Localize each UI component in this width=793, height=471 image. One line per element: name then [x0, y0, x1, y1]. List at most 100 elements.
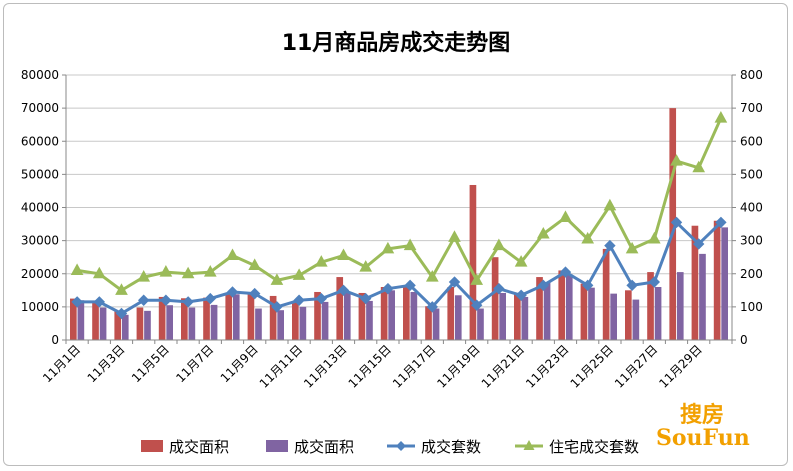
data-point [403, 238, 417, 251]
data-point [159, 265, 173, 277]
data-point [559, 266, 572, 278]
bar [343, 291, 351, 340]
bar [121, 314, 129, 340]
left-y-tick-label: 80000 [21, 68, 59, 82]
data-point [337, 284, 350, 297]
data-point [604, 239, 616, 252]
data-point [626, 279, 638, 292]
bar [410, 291, 418, 340]
data-point [160, 294, 172, 306]
soufun-watermark-logo: 搜房 SouFun [656, 402, 750, 451]
x-tick-label: 11月17日 [390, 342, 438, 390]
data-point [559, 210, 572, 222]
chart-lines [70, 111, 728, 320]
x-tick-label: 11月25日 [568, 342, 616, 390]
data-point [382, 282, 394, 295]
data-point [692, 238, 705, 250]
data-point [293, 294, 305, 306]
bar [521, 296, 529, 340]
data-point [470, 273, 484, 285]
x-tick-label: 11月1日 [40, 342, 83, 385]
bar [358, 292, 366, 340]
bar [247, 292, 255, 340]
right-y-axis: 0 100 200 300 400 500 600 700 800 [731, 68, 763, 347]
bar [232, 294, 240, 340]
chart-legend: 成交面积 成交面积 成交套数 住宅成交套数 [141, 438, 639, 456]
bar [277, 310, 284, 340]
x-tick-label: 11月21日 [479, 342, 527, 390]
bar [114, 310, 122, 340]
data-point [537, 279, 550, 292]
bar [432, 308, 440, 340]
left-y-axis: 0 10000 20000 30000 40000 50000 60000 70000 8000… [21, 68, 67, 347]
x-tick-label: 11月19日 [434, 342, 482, 390]
bar [136, 307, 144, 340]
data-point [271, 301, 283, 313]
bar [654, 287, 662, 340]
left-y-tick-label: 10000 [21, 300, 59, 314]
bar [558, 270, 566, 340]
data-point [292, 268, 306, 280]
data-point [692, 160, 706, 173]
chart-bars [70, 108, 728, 341]
data-point [536, 226, 550, 239]
bar [210, 304, 218, 340]
data-point [181, 266, 195, 279]
data-point [381, 241, 395, 254]
bar [632, 299, 640, 340]
right-y-tick-label: 300 [740, 234, 763, 248]
bar [166, 305, 173, 340]
right-y-tick-label: 400 [740, 201, 763, 215]
data-point [425, 270, 439, 282]
data-point [115, 307, 128, 320]
data-point [514, 255, 528, 267]
x-tick-label: 11月3日 [85, 342, 128, 385]
data-point [70, 263, 84, 275]
series-line [76, 117, 723, 292]
data-point [359, 260, 373, 272]
legend-label: 住宅成交套数 [549, 438, 639, 456]
data-point [647, 231, 661, 244]
bar [92, 302, 99, 340]
right-y-tick-label: 700 [740, 101, 763, 115]
data-point [670, 216, 683, 229]
bar [713, 220, 721, 340]
data-point [137, 270, 151, 282]
left-y-tick-label: 50000 [21, 167, 59, 181]
bar [625, 290, 632, 340]
x-tick-label: 11月23日 [523, 342, 571, 390]
data-point [115, 283, 128, 295]
data-point [359, 292, 372, 305]
data-point [493, 282, 505, 295]
data-point [714, 111, 728, 123]
bar [454, 295, 462, 340]
data-point [448, 230, 461, 242]
right-y-tick-label: 500 [740, 167, 763, 181]
bar [425, 306, 432, 340]
bar [336, 277, 344, 340]
bar [314, 291, 321, 340]
bar [70, 298, 77, 340]
bar [269, 295, 277, 340]
bar [321, 301, 329, 340]
x-tick-label: 11月29日 [656, 342, 704, 390]
bar [580, 283, 588, 340]
bar [388, 290, 395, 340]
data-point [314, 255, 328, 267]
bar [647, 272, 654, 340]
watermark-cn: 搜房 [680, 402, 724, 428]
legend-swatch [141, 440, 163, 452]
bar [602, 248, 610, 340]
bar [225, 293, 233, 341]
bar [403, 287, 410, 340]
bar [144, 310, 151, 340]
bar [77, 300, 85, 340]
bar [366, 300, 373, 340]
bar [299, 306, 307, 341]
bar [499, 292, 506, 340]
data-point [71, 296, 83, 308]
data-point [715, 216, 727, 229]
bar [203, 297, 210, 340]
left-y-tick-label: 30000 [21, 234, 59, 248]
left-y-tick-label: 70000 [21, 101, 59, 115]
